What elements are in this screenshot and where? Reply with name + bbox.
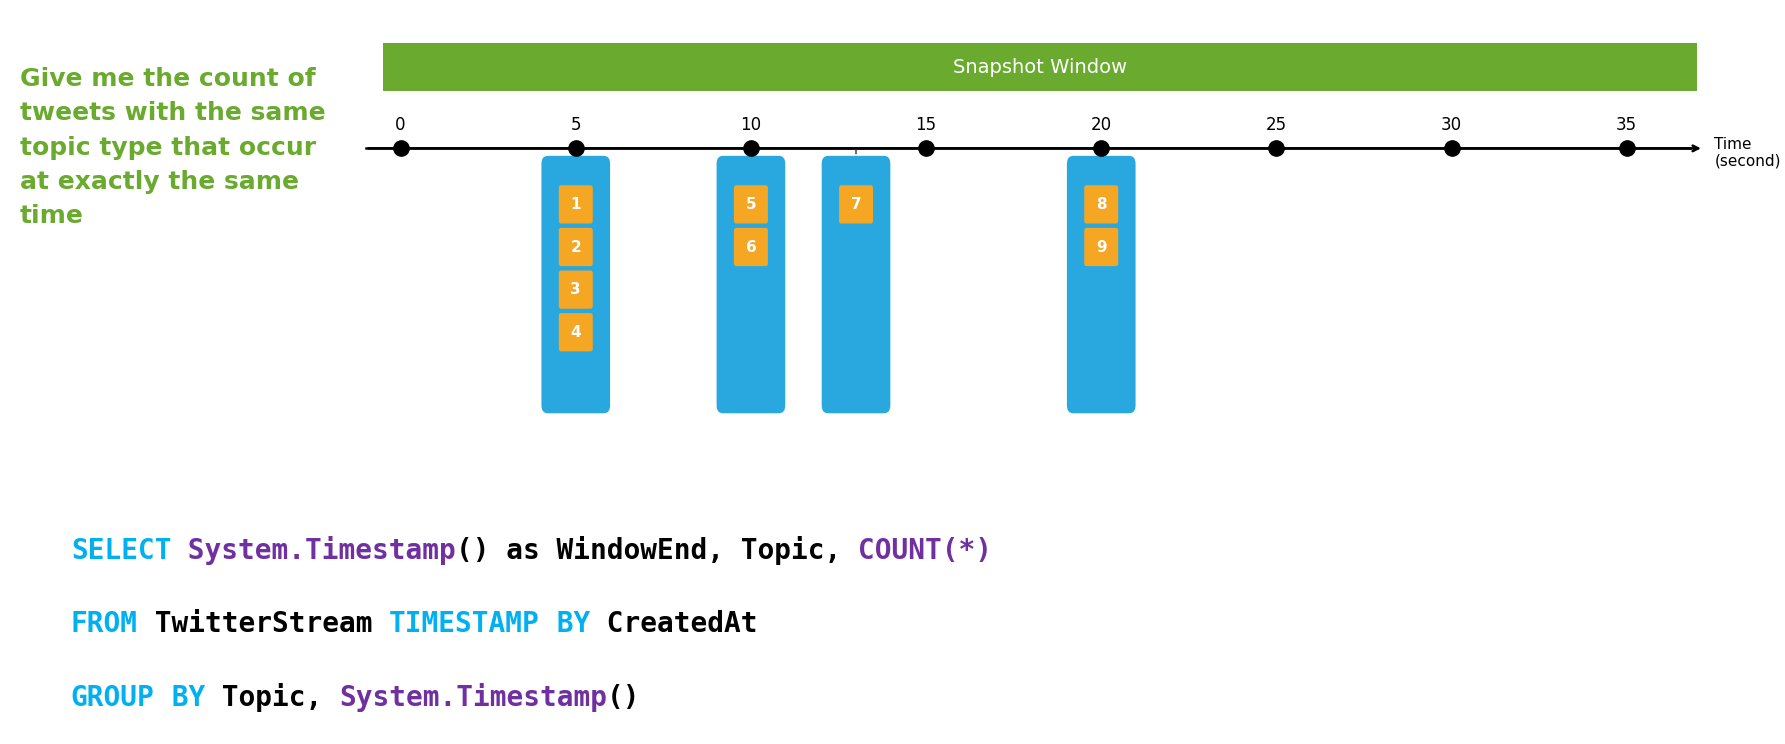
Text: 1: 1 [571,197,582,212]
Text: 0: 0 [394,116,405,135]
Text: GROUP: GROUP [71,684,155,712]
Text: Time
(second): Time (second) [1714,137,1781,169]
Text: 30: 30 [1440,116,1462,135]
Text: 8: 8 [1096,197,1107,212]
Text: 20: 20 [1091,116,1112,135]
Text: 9: 9 [1096,240,1107,254]
Text: 6: 6 [746,240,757,254]
Text: (): () [607,684,641,712]
FancyBboxPatch shape [384,43,1698,92]
FancyBboxPatch shape [1083,185,1117,223]
FancyBboxPatch shape [559,185,593,223]
FancyBboxPatch shape [1083,228,1117,266]
Text: Topic,: Topic, [205,684,339,712]
Text: TwitterStream: TwitterStream [137,610,389,638]
FancyBboxPatch shape [559,313,593,351]
Text: Give me the count of
tweets with the same
topic type that occur
at exactly the s: Give me the count of tweets with the sam… [20,67,325,228]
Text: 35: 35 [1615,116,1637,135]
Text: 3: 3 [571,282,582,297]
Text: SELECT: SELECT [71,536,171,565]
FancyBboxPatch shape [734,185,768,223]
FancyBboxPatch shape [821,155,891,413]
Text: CreatedAt: CreatedAt [591,610,757,638]
FancyBboxPatch shape [541,155,610,413]
Text: 4: 4 [571,324,582,340]
Text: System.Timestamp: System.Timestamp [339,684,607,712]
Text: System.Timestamp: System.Timestamp [171,536,457,565]
Text: 25: 25 [1266,116,1287,135]
FancyBboxPatch shape [1067,155,1135,413]
Text: 7: 7 [851,197,862,212]
FancyBboxPatch shape [716,155,785,413]
FancyBboxPatch shape [559,271,593,309]
Text: TIMESTAMP: TIMESTAMP [389,610,539,638]
Text: () as WindowEnd, Topic,: () as WindowEnd, Topic, [457,536,859,565]
Text: 2: 2 [571,240,582,254]
Text: FROM: FROM [71,610,137,638]
Text: 10: 10 [741,116,762,135]
FancyBboxPatch shape [559,228,593,266]
Text: COUNT(*): COUNT(*) [859,536,992,565]
Text: 5: 5 [746,197,757,212]
Text: BY: BY [539,610,591,638]
FancyBboxPatch shape [839,185,873,223]
Text: 15: 15 [916,116,937,135]
Text: Snapshot Window: Snapshot Window [953,57,1126,77]
Text: BY: BY [155,684,205,712]
FancyBboxPatch shape [734,228,768,266]
Text: 5: 5 [571,116,582,135]
